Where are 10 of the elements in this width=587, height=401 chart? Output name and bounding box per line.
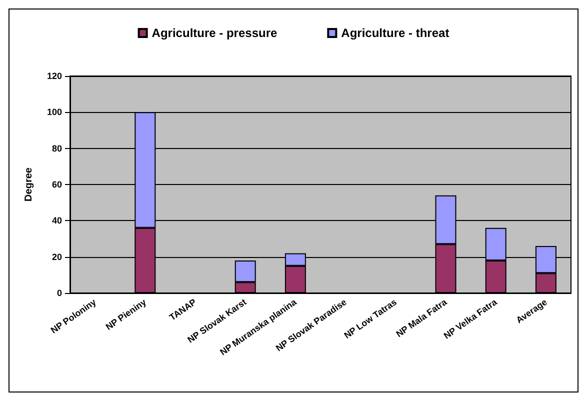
y-tick-label: 80 [52, 143, 62, 154]
y-tick-label: 20 [52, 252, 62, 262]
y-tick-label: 120 [46, 71, 62, 81]
y-tick-label: 40 [52, 216, 62, 226]
y-axis-title: Degree [24, 167, 34, 202]
y-tick-label: 100 [46, 107, 62, 118]
legend-label: Agriculture - threat [341, 26, 450, 40]
y-tick-label: 0 [56, 288, 62, 298]
legend-label: Agriculture - pressure [152, 26, 278, 40]
y-tick-label: 60 [52, 180, 62, 190]
